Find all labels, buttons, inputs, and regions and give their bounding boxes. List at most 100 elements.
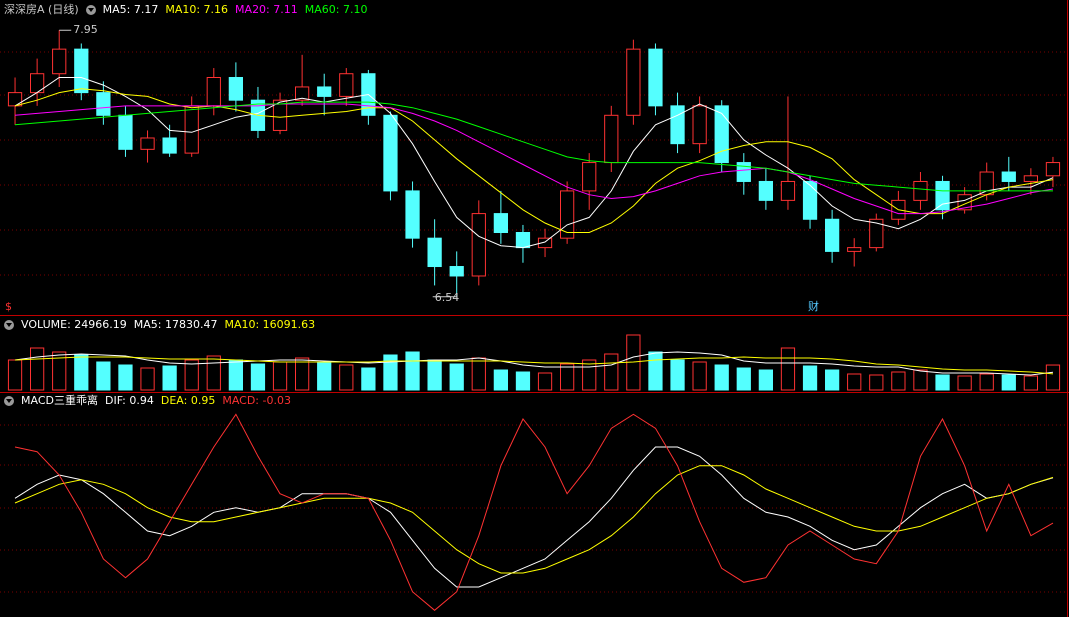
volume-bar bbox=[317, 362, 332, 391]
legend-entry: MA5: 17830.47 bbox=[133, 318, 218, 331]
volume-bar bbox=[272, 361, 288, 391]
candle-body bbox=[1001, 171, 1016, 182]
legend-entry: MA10: 16091.63 bbox=[224, 318, 316, 331]
candle-body bbox=[692, 105, 707, 145]
volume-bar bbox=[339, 364, 354, 391]
candle-body bbox=[184, 105, 199, 154]
volume-bar bbox=[1001, 374, 1016, 391]
event-marker: $ bbox=[5, 300, 12, 313]
volume-bar bbox=[604, 353, 619, 391]
volume-bar bbox=[140, 367, 155, 391]
volume-bar bbox=[648, 351, 663, 391]
volume-bar bbox=[1045, 364, 1061, 391]
max-label: 7.95 bbox=[73, 23, 98, 36]
volume-bar bbox=[383, 354, 398, 391]
candle-body bbox=[96, 92, 111, 116]
candle-body bbox=[449, 266, 464, 277]
legend-entry: MA5: 7.17 bbox=[102, 3, 159, 16]
volume-bar bbox=[670, 359, 685, 391]
volume-bar bbox=[52, 351, 67, 391]
legend-entry: MA20: 7.11 bbox=[235, 3, 298, 16]
legend-entry: DEA: 0.95 bbox=[160, 394, 216, 407]
volume-bar bbox=[537, 372, 553, 391]
volume-header: VOLUME: 24966.19 MA5: 17830.47 MA10: 160… bbox=[4, 318, 315, 332]
candle-body bbox=[869, 218, 884, 249]
volume-bar bbox=[96, 361, 111, 391]
volume-bar bbox=[405, 351, 420, 391]
indicator-line bbox=[14, 465, 1054, 574]
volume-bar bbox=[736, 367, 751, 391]
volume-bar bbox=[515, 371, 531, 391]
candle-body bbox=[935, 180, 950, 211]
candle-body bbox=[537, 237, 553, 249]
legend-entry: MACD: -0.03 bbox=[222, 394, 291, 407]
candle-body bbox=[140, 137, 155, 150]
volume-bar bbox=[206, 355, 221, 391]
candle-body bbox=[295, 86, 310, 101]
volume-bar bbox=[74, 354, 89, 391]
indicator-line bbox=[14, 103, 1054, 215]
candle-body bbox=[493, 213, 508, 234]
candle-body bbox=[626, 48, 641, 116]
legend-entry: MA10: 7.16 bbox=[165, 3, 229, 16]
volume-bar bbox=[957, 375, 972, 391]
volume-bar bbox=[118, 364, 133, 391]
candle-body bbox=[1045, 162, 1061, 177]
candle-body bbox=[758, 180, 773, 201]
candle-body bbox=[272, 99, 288, 131]
macd-header: MACD三重乖离 DIF: 0.94 DEA: 0.95 MACD: -0.03 bbox=[4, 394, 291, 408]
candle-body bbox=[471, 213, 486, 277]
volume-bar bbox=[184, 359, 199, 391]
volume-bar bbox=[295, 357, 310, 391]
volume-bar bbox=[7, 359, 23, 391]
volume-bar bbox=[361, 367, 376, 391]
menu-icon[interactable] bbox=[4, 396, 14, 406]
event-marker: 财 bbox=[808, 299, 819, 313]
volume-bar bbox=[979, 373, 994, 391]
indicator-line bbox=[14, 88, 1054, 233]
candle-body bbox=[339, 73, 354, 97]
menu-icon[interactable] bbox=[4, 320, 14, 330]
volume-bar bbox=[758, 369, 773, 391]
candle-body bbox=[52, 48, 67, 75]
volume-bar bbox=[802, 365, 818, 391]
legend-entry: DIF: 0.94 bbox=[104, 394, 154, 407]
volume-bar bbox=[714, 364, 729, 391]
indicator-line bbox=[14, 413, 1054, 611]
candle-body bbox=[405, 190, 420, 239]
indicator-line bbox=[14, 446, 1054, 588]
volume-bar bbox=[847, 373, 862, 391]
volume-bar bbox=[891, 371, 906, 391]
volume-bar bbox=[162, 365, 177, 391]
menu-icon[interactable] bbox=[85, 5, 96, 15]
candle-body bbox=[1023, 175, 1038, 182]
volume-bar bbox=[825, 369, 840, 391]
candle-body bbox=[913, 180, 928, 201]
min-label: 6.54 bbox=[435, 291, 460, 304]
candle-body bbox=[802, 180, 818, 220]
volume-bar bbox=[449, 363, 464, 391]
candle-body bbox=[604, 114, 619, 164]
candle-body bbox=[162, 137, 177, 154]
candle-body bbox=[582, 162, 597, 192]
candle-body bbox=[317, 86, 332, 97]
price-header: 深深房A (日线) MA5: 7.17 MA10: 7.16 MA20: 7.1… bbox=[4, 3, 367, 17]
candle-body bbox=[383, 114, 398, 192]
candle-body bbox=[206, 77, 221, 107]
candle-body bbox=[515, 232, 531, 249]
candle-body bbox=[670, 105, 685, 145]
indicator-line bbox=[14, 101, 1053, 192]
candle-body bbox=[560, 190, 575, 239]
indicator-line bbox=[14, 356, 1054, 375]
volume-bar bbox=[493, 369, 508, 391]
volume-bar bbox=[1023, 375, 1038, 391]
volume-bar bbox=[913, 369, 928, 391]
volume-bar bbox=[560, 363, 575, 391]
panel-title: VOLUME: 24966.19 bbox=[21, 318, 127, 331]
volume-bar bbox=[471, 357, 486, 391]
volume-bar bbox=[30, 347, 45, 391]
candle-body bbox=[780, 180, 796, 201]
